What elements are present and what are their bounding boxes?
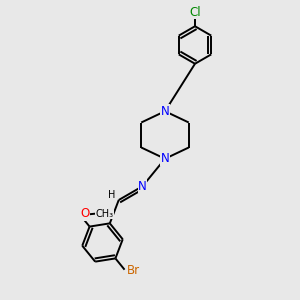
Text: N: N (160, 152, 169, 165)
Text: Br: Br (127, 264, 140, 278)
Text: N: N (138, 180, 147, 193)
Text: N: N (160, 105, 169, 118)
Text: CH₃: CH₃ (95, 209, 113, 219)
Text: Cl: Cl (189, 5, 201, 19)
Text: O: O (80, 207, 89, 220)
Text: H: H (108, 190, 116, 200)
